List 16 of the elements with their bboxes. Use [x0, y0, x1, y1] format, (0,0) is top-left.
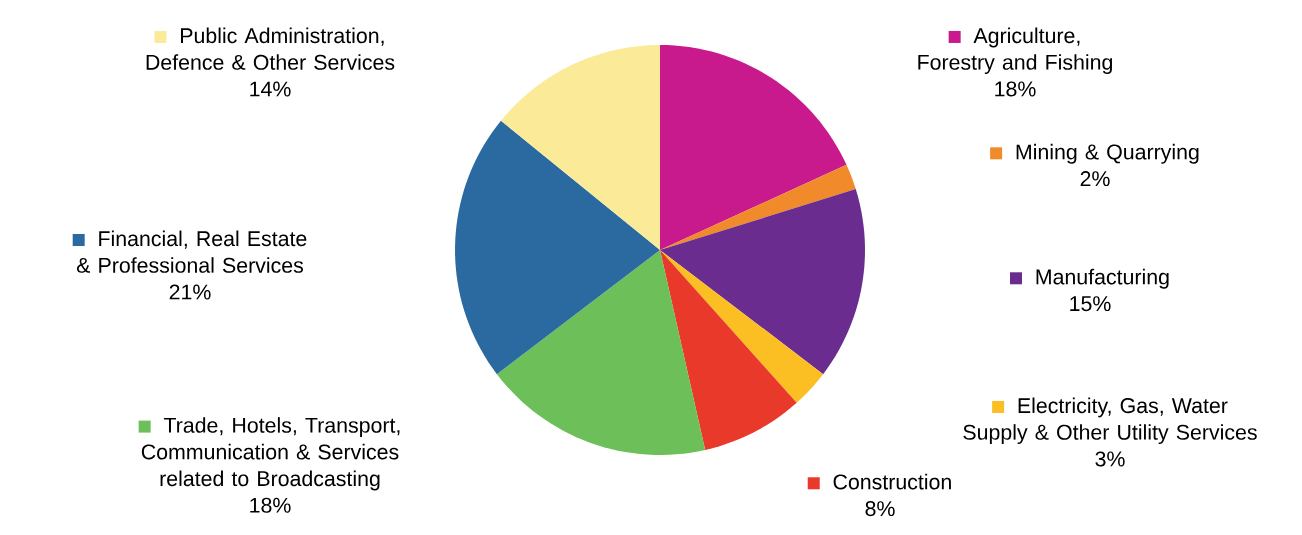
- legend-label: Electricity, Gas, Water Supply & Other Utility Services: [963, 397, 1257, 445]
- data-label: 21%: [169, 284, 211, 300]
- data-label: 14%: [250, 81, 291, 97]
- data-label: 2%: [1080, 171, 1110, 187]
- legend-label: Agriculture, Forestry and Fishing: [918, 27, 1113, 75]
- data-label: 3%: [1095, 451, 1125, 467]
- legend-label: Public Administration, Defence & Other Services: [146, 27, 395, 70]
- legend-label: Trade, Hotels, Transport, Communication & Services related to Broadcasting: [141, 417, 400, 491]
- data-label: 18%: [250, 497, 291, 513]
- data-label: 15%: [1070, 296, 1111, 312]
- legend-label: Financial, Real Estate & Professional Services: [76, 230, 307, 273]
- data-label: 8%: [865, 501, 895, 517]
- legend-label: Mining & Quarrying: [1016, 143, 1199, 164]
- legend-label: Manufacturing: [1036, 268, 1169, 289]
- legend-label: Construction: [833, 473, 951, 490]
- data-label: 18%: [995, 81, 1036, 97]
